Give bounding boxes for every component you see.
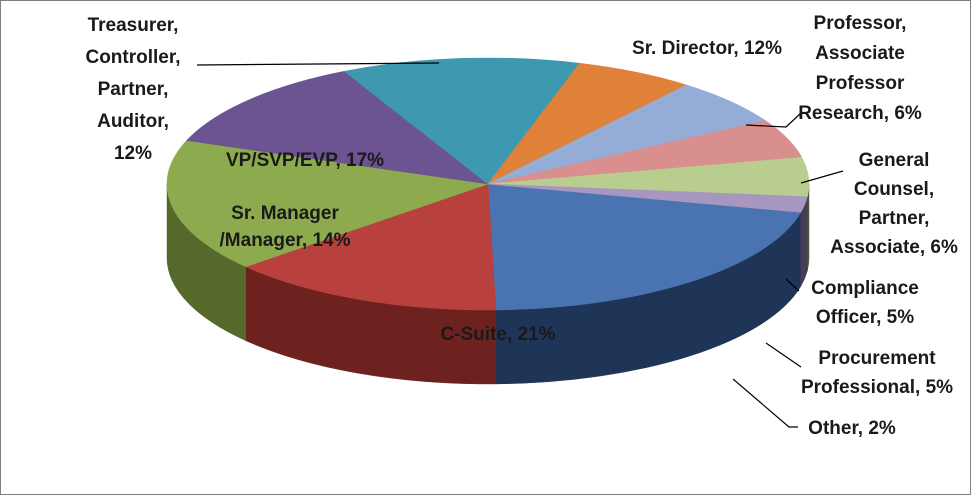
- data-labels: C-Suite, 21% Sr. Manager/Manager, 14% VP/S…: [85, 13, 958, 439]
- slice-sr-manager-manager: [244, 183, 497, 311]
- data-label-professor-associate-professor-research: Professor, Associate Professor Research, 6%: [798, 13, 922, 124]
- data-label-sr-director: Sr. Director, 12%: [632, 38, 782, 59]
- slice-treasurer-controller-partner-auditor: [186, 71, 490, 185]
- data-label-c-suite: C-Suite, 21%: [440, 324, 555, 345]
- leader-line-procurement-professional: [765, 342, 802, 368]
- leader-line-treasurer-controller-partner-auditor: [196, 62, 440, 66]
- slice-c-suite: [487, 183, 802, 311]
- data-label-sr-manager-manager: Sr. Manager/Manager, 14%: [220, 203, 351, 251]
- data-label-other: Other, 2%: [808, 418, 896, 439]
- data-label-compliance-officer: Compliance Officer, 5%: [811, 278, 919, 328]
- leader-line-general-counsel-partner-associate: [800, 170, 844, 184]
- slice-sr-director: [343, 57, 581, 185]
- leader-line-professor-associate-professor-research: [745, 112, 802, 128]
- data-label-treasurer-controller-partner-auditor: Treasurer, Controller, Partner, Auditor, 12%: [85, 15, 180, 164]
- pie-slices: [166, 57, 810, 311]
- leader-line-other: [732, 378, 798, 428]
- data-label-vp-svp-evp: VP/SVP/EVP, 17%: [226, 150, 384, 171]
- slice-professor-associate-professor-research: [487, 62, 688, 185]
- data-label-general-counsel-partner-associate: General Counsel, Partner, Associate, 6%: [830, 150, 958, 258]
- leader-lines: [196, 62, 844, 428]
- data-label-procurement-professional: Procurement Professional, 5%: [801, 348, 953, 398]
- leader-line-compliance-officer: [785, 278, 800, 292]
- slice-other: [487, 183, 808, 213]
- slice-vp-svp-evp: [166, 140, 489, 267]
- slice-general-counsel-partner-associate: [487, 84, 767, 185]
